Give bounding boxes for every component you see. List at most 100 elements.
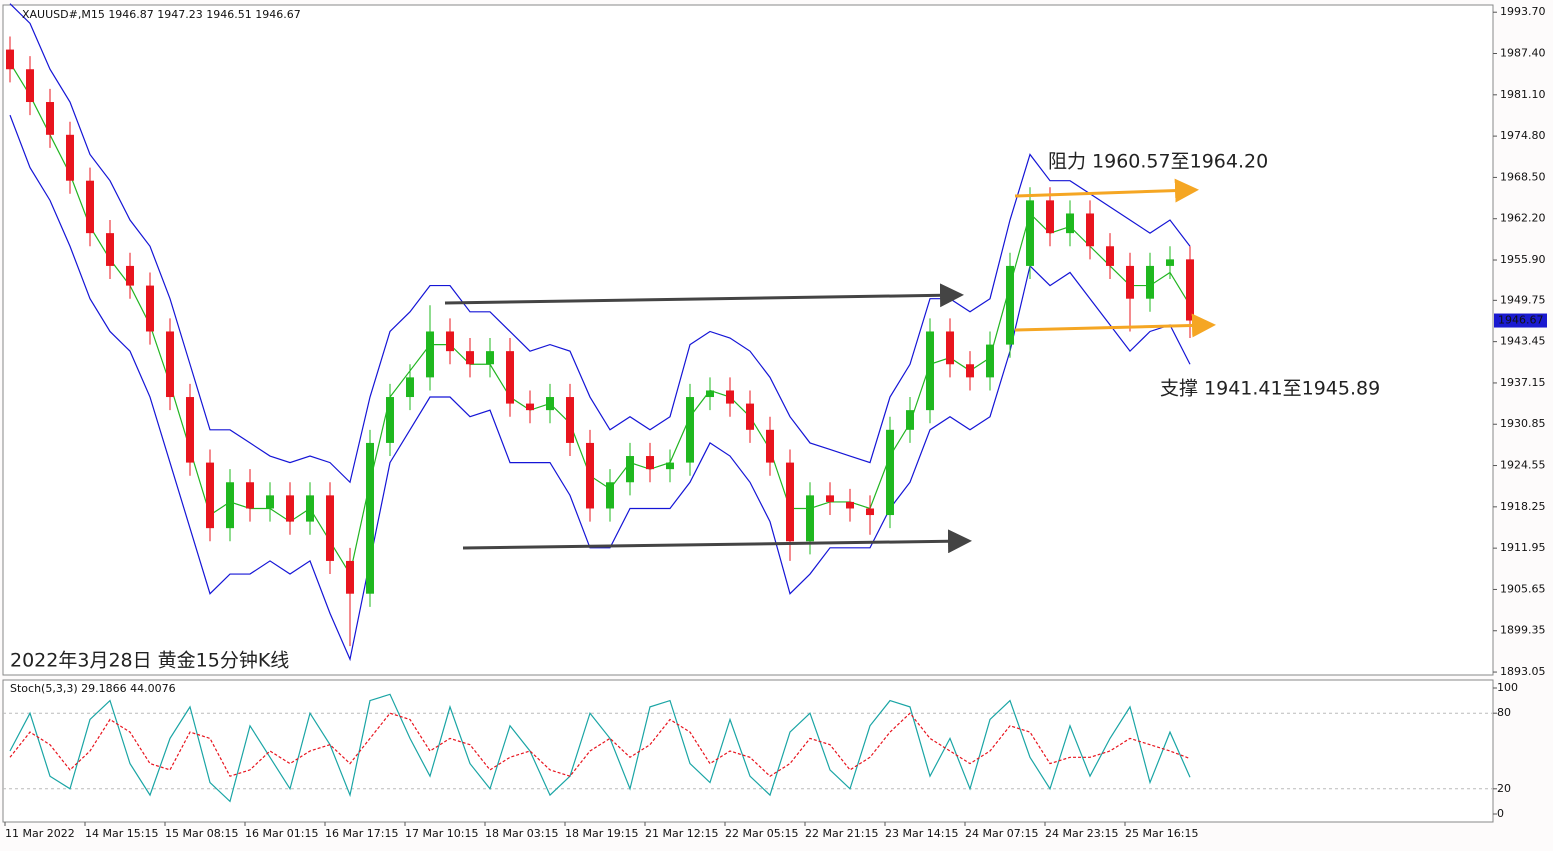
x-tick-label: 21 Mar 12:15 bbox=[645, 827, 718, 840]
last-price-label: 1946.67 bbox=[1498, 314, 1544, 327]
candle-body bbox=[346, 560, 354, 594]
candle-body bbox=[846, 501, 854, 509]
candle-body bbox=[886, 429, 894, 516]
candle-body bbox=[306, 495, 314, 522]
y-tick-label: 1943.45 bbox=[1500, 335, 1546, 348]
y-tick-label: 1993.70 bbox=[1500, 5, 1546, 18]
candle-body bbox=[326, 495, 334, 561]
candle-body bbox=[946, 331, 954, 365]
support-arrow bbox=[1014, 313, 1216, 338]
candle-body bbox=[286, 495, 294, 522]
trend-arrow bbox=[462, 529, 972, 554]
x-tick-label: 24 Mar 07:15 bbox=[965, 827, 1038, 840]
candle-body bbox=[246, 482, 254, 509]
x-tick-label: 11 Mar 2022 bbox=[5, 827, 75, 840]
y-tick-label: 1930.85 bbox=[1500, 417, 1546, 430]
candle-body bbox=[526, 403, 534, 411]
y-tick-label: 1949.75 bbox=[1500, 293, 1546, 306]
candle-body bbox=[226, 482, 234, 529]
x-tick-label: 16 Mar 01:15 bbox=[245, 827, 318, 840]
x-tick-label: 18 Mar 19:15 bbox=[565, 827, 638, 840]
candle-body bbox=[1086, 213, 1094, 247]
x-tick-label: 16 Mar 17:15 bbox=[325, 827, 398, 840]
x-tick-label: 25 Mar 16:15 bbox=[1125, 827, 1198, 840]
candle-body bbox=[66, 134, 74, 181]
candle-body bbox=[1006, 265, 1014, 345]
candle-body bbox=[266, 495, 274, 509]
stoch-line bbox=[9, 712, 1191, 777]
y-tick-label: 1924.55 bbox=[1500, 459, 1546, 472]
x-tick-label: 18 Mar 03:15 bbox=[485, 827, 558, 840]
x-tick-label: 14 Mar 15:15 bbox=[85, 827, 158, 840]
candle-body bbox=[666, 462, 674, 470]
candle-body bbox=[126, 265, 134, 286]
candle-body bbox=[506, 351, 514, 404]
y-tick-label: 1987.40 bbox=[1500, 47, 1546, 60]
y-tick-label: 80 bbox=[1497, 706, 1511, 719]
y-tick-label: 1905.65 bbox=[1500, 582, 1546, 595]
candle-body bbox=[1146, 265, 1154, 299]
stoch-title: Stoch(5,3,3) 29.1866 44.0076 bbox=[10, 682, 176, 695]
x-tick-label: 15 Mar 08:15 bbox=[165, 827, 238, 840]
y-tick-label: 1937.15 bbox=[1500, 376, 1546, 389]
candle-body bbox=[466, 351, 474, 365]
candle-body bbox=[206, 462, 214, 529]
candle-body bbox=[906, 410, 914, 430]
candle-body bbox=[386, 397, 394, 443]
candle-body bbox=[106, 233, 114, 266]
candle-body bbox=[406, 377, 414, 398]
candle-body bbox=[366, 442, 374, 594]
candle-body bbox=[986, 344, 994, 378]
y-tick-label: 100 bbox=[1497, 681, 1518, 694]
last-price-box bbox=[1494, 313, 1547, 328]
x-tick-label: 22 Mar 05:15 bbox=[725, 827, 798, 840]
candle-body bbox=[726, 390, 734, 404]
x-tick-label: 22 Mar 21:15 bbox=[805, 827, 878, 840]
y-tick-label: 20 bbox=[1497, 782, 1511, 795]
candle-body bbox=[46, 102, 54, 135]
annotation: 2022年3月28日 黄金15分钟K线 bbox=[10, 650, 289, 672]
candle-body bbox=[686, 397, 694, 463]
y-tick-label: 0 bbox=[1497, 807, 1504, 820]
y-tick-label: 1918.25 bbox=[1500, 500, 1546, 513]
y-tick-label: 1968.50 bbox=[1500, 170, 1546, 183]
y-tick-label: 1893.05 bbox=[1500, 665, 1546, 678]
candle-body bbox=[186, 397, 194, 463]
candle-body bbox=[646, 456, 654, 470]
y-tick-label: 1911.95 bbox=[1500, 541, 1546, 554]
symbol-title: XAUUSD#,M15 1946.87 1947.23 1946.51 1946… bbox=[22, 8, 301, 21]
y-tick-label: 1955.90 bbox=[1500, 253, 1546, 266]
candle-body bbox=[806, 495, 814, 542]
candle-body bbox=[586, 442, 594, 509]
candle-body bbox=[626, 456, 634, 483]
band-upper bbox=[9, 3, 1191, 484]
candle-body bbox=[1026, 200, 1034, 266]
candle-body bbox=[166, 331, 174, 398]
band-lower bbox=[9, 114, 1191, 662]
candle-body bbox=[746, 403, 754, 430]
resistance-arrow bbox=[1014, 178, 1199, 203]
candle-body bbox=[1046, 200, 1054, 234]
candle-body bbox=[706, 390, 714, 398]
candle-body bbox=[766, 429, 774, 463]
candle-body bbox=[1066, 213, 1074, 234]
candle-body bbox=[1106, 246, 1114, 266]
candle-body bbox=[6, 49, 14, 70]
annotation: 阻力 1960.57至1964.20 bbox=[1048, 151, 1268, 173]
x-tick-label: 23 Mar 14:15 bbox=[885, 827, 958, 840]
candle-body bbox=[26, 69, 34, 103]
candle-body bbox=[566, 397, 574, 443]
x-tick-label: 17 Mar 10:15 bbox=[405, 827, 478, 840]
stoch-pane bbox=[2, 679, 1494, 823]
candle-body bbox=[446, 331, 454, 352]
candle-body bbox=[1126, 265, 1134, 299]
candle-body bbox=[486, 351, 494, 365]
candle-body bbox=[786, 462, 794, 542]
candle-body bbox=[1166, 259, 1174, 266]
candle-body bbox=[606, 482, 614, 509]
trend-arrow bbox=[444, 283, 964, 308]
candle-body bbox=[926, 331, 934, 411]
stoch-line bbox=[9, 693, 1191, 803]
price-pane bbox=[2, 4, 1494, 676]
